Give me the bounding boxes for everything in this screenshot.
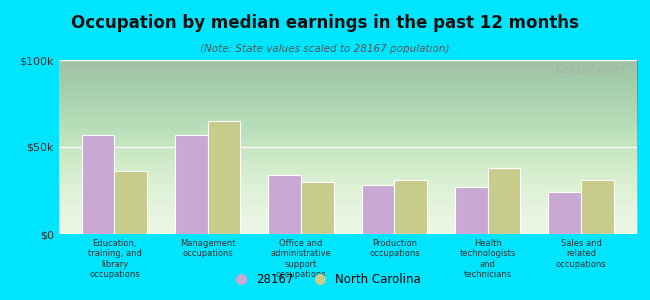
Bar [488, 168, 521, 234]
Bar [581, 180, 614, 234]
Bar [208, 121, 240, 234]
Bar [301, 182, 333, 234]
Bar [362, 185, 395, 234]
Text: City-Data.com: City-Data.com [556, 65, 625, 75]
Bar [114, 171, 147, 234]
Bar [455, 187, 488, 234]
Bar [549, 192, 581, 234]
Bar [82, 135, 114, 234]
Text: (Note: State values scaled to 28167 population): (Note: State values scaled to 28167 popu… [200, 44, 450, 53]
Text: Occupation by median earnings in the past 12 months: Occupation by median earnings in the pas… [71, 14, 579, 32]
Bar [268, 175, 301, 234]
Legend: 28167, North Carolina: 28167, North Carolina [224, 269, 426, 291]
Bar [175, 135, 208, 234]
Bar [395, 180, 427, 234]
